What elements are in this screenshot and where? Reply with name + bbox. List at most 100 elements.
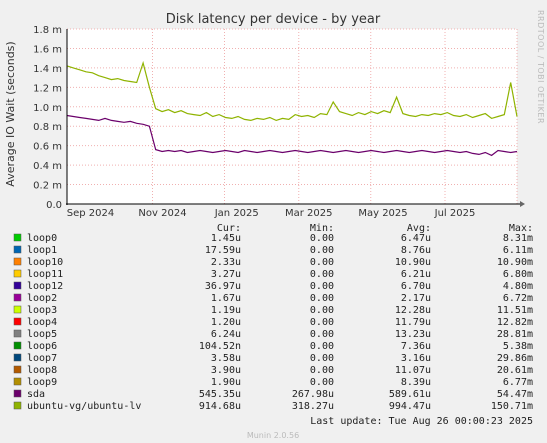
legend-name: loop9 <box>27 377 57 388</box>
legend-cur: 36.97u <box>205 281 241 292</box>
legend-min: 0.00 <box>310 281 334 292</box>
legend-cur: 1.19u <box>211 305 241 316</box>
y-tick-label: 1.0 m <box>33 103 62 114</box>
legend-max: 150.71m <box>491 401 533 412</box>
legend-swatch <box>13 365 22 374</box>
y-axis-label: Average IO Wait (seconds) <box>4 41 17 186</box>
legend-cur: 104.52n <box>199 341 241 352</box>
legend-min: 267.98u <box>292 389 334 400</box>
legend-row: loop6 104.52n 0.00 7.36u 5.38m <box>13 341 533 352</box>
legend-name: loop11 <box>27 269 63 280</box>
legend-cur: 1.20u <box>211 317 241 328</box>
legend-max: 11.51m <box>497 305 533 316</box>
legend-min: 0.00 <box>310 329 334 340</box>
legend-min: 0.00 <box>310 341 334 352</box>
y-tick-label: 1.8 m <box>33 25 62 36</box>
legend-swatch <box>13 305 22 314</box>
legend-avg: 10.90u <box>395 257 431 268</box>
legend-max: 54.47m <box>497 389 533 400</box>
legend-min: 0.00 <box>310 257 334 268</box>
legend-max: 12.82m <box>497 317 533 328</box>
legend-swatch <box>13 317 22 326</box>
legend-name: loop0 <box>27 233 57 244</box>
legend-cur: 1.67u <box>211 293 241 304</box>
legend-row: loop1 17.59u 0.00 8.76u 6.11m <box>13 245 533 256</box>
legend-avg: 6.47u <box>401 233 431 244</box>
y-ticks: 0.0 0.2 m 0.4 m 0.6 m 0.8 m 1.0 m 1.2 m 1.4 m 1.… <box>33 25 62 211</box>
legend-avg: 994.47u <box>389 401 431 412</box>
legend-swatch <box>13 329 22 338</box>
legend-avg: 6.21u <box>401 269 431 280</box>
legend-min: 0.00 <box>310 305 334 316</box>
legend-header: Cur: Min: Avg: Max: <box>217 223 533 234</box>
legend-row: sda 545.35u 267.98u 589.61u 54.47m <box>13 389 533 400</box>
legend-name: loop7 <box>27 353 57 364</box>
legend-swatch <box>13 269 22 278</box>
legend-min: 0.00 <box>310 293 334 304</box>
legend-row: loop9 1.90u 0.00 8.39u 6.77m <box>13 377 533 388</box>
legend-row: loop11 3.27u 0.00 6.21u 6.80m <box>13 269 533 280</box>
legend-name: loop4 <box>27 317 57 328</box>
legend-max: 6.80m <box>503 269 533 280</box>
x-ticks: Sep 2024 Nov 2024 Jan 2025 Mar 2025 May 2025… <box>67 208 476 219</box>
col-max: Max: <box>509 223 533 234</box>
legend-min: 0.00 <box>310 353 334 364</box>
legend-max: 6.72m <box>503 293 533 304</box>
legend-cur: 2.33u <box>211 257 241 268</box>
y-tick-label: 1.2 m <box>33 83 62 94</box>
legend-swatch <box>13 257 22 266</box>
y-tick-label: 0.0 <box>46 200 62 211</box>
col-cur: Cur: <box>217 223 241 234</box>
legend-min: 0.00 <box>310 245 334 256</box>
last-update: Last update: Tue Aug 26 00:00:23 2025 <box>310 416 533 427</box>
chart-title: Disk latency per device - by year <box>166 12 381 27</box>
legend-row: loop3 1.19u 0.00 12.28u 11.51m <box>13 305 533 316</box>
series-lines <box>66 60 518 157</box>
x-tick-label: Nov 2024 <box>138 208 186 219</box>
legend-max: 20.61m <box>497 365 533 376</box>
legend-row: loop2 1.67u 0.00 2.17u 6.72m <box>13 293 533 304</box>
x-tick-label: Sep 2024 <box>67 208 114 219</box>
legend-name: loop8 <box>27 365 57 376</box>
legend-max: 4.80m <box>503 281 533 292</box>
col-avg: Avg: <box>407 223 431 234</box>
legend-name: loop3 <box>27 305 57 316</box>
legend-min: 0.00 <box>310 233 334 244</box>
legend-row: loop5 6.24u 0.00 13.23u 28.81m <box>13 329 533 340</box>
legend-max: 8.31m <box>503 233 533 244</box>
legend-cur: 1.90u <box>211 377 241 388</box>
legend: loop0 1.45u 0.00 6.47u 8.31m loop1 17.59u 0.00 8… <box>13 233 533 412</box>
legend-cur: 914.68u <box>199 401 241 412</box>
rrdtool-watermark: RRDTOOL / TOBI OETIKER <box>536 10 545 124</box>
legend-min: 0.00 <box>310 377 334 388</box>
legend-row: loop12 36.97u 0.00 6.70u 4.80m <box>13 281 533 292</box>
legend-max: 5.38m <box>503 341 533 352</box>
legend-max: 10.90m <box>497 257 533 268</box>
legend-row: loop7 3.58u 0.00 3.16u 29.86m <box>13 353 533 364</box>
legend-cur: 3.27u <box>211 269 241 280</box>
y-tick-label: 0.4 m <box>33 161 62 172</box>
legend-min: 318.27u <box>292 401 334 412</box>
legend-cur: 3.90u <box>211 365 241 376</box>
legend-row: loop0 1.45u 0.00 6.47u 8.31m <box>13 233 533 244</box>
x-tick-label: Mar 2025 <box>285 208 333 219</box>
legend-row: loop4 1.20u 0.00 11.79u 12.82m <box>13 317 533 328</box>
col-min: Min: <box>310 223 334 234</box>
legend-name: loop10 <box>27 257 63 268</box>
legend-row: loop10 2.33u 0.00 10.90u 10.90m <box>13 257 533 268</box>
legend-max: 6.77m <box>503 377 533 388</box>
y-tick-label: 1.6 m <box>33 44 62 55</box>
legend-swatch <box>13 233 22 242</box>
legend-cur: 17.59u <box>205 245 241 256</box>
x-tick-label: Jan 2025 <box>214 208 259 219</box>
legend-cur: 3.58u <box>211 353 241 364</box>
legend-avg: 13.23u <box>395 329 431 340</box>
legend-max: 29.86m <box>497 353 533 364</box>
legend-swatch <box>13 245 22 254</box>
legend-name: sda <box>27 389 45 400</box>
y-tick-label: 0.2 m <box>33 181 62 192</box>
legend-avg: 3.16u <box>401 353 431 364</box>
legend-swatch <box>13 341 22 350</box>
legend-row: loop8 3.90u 0.00 11.07u 20.61m <box>13 365 533 376</box>
